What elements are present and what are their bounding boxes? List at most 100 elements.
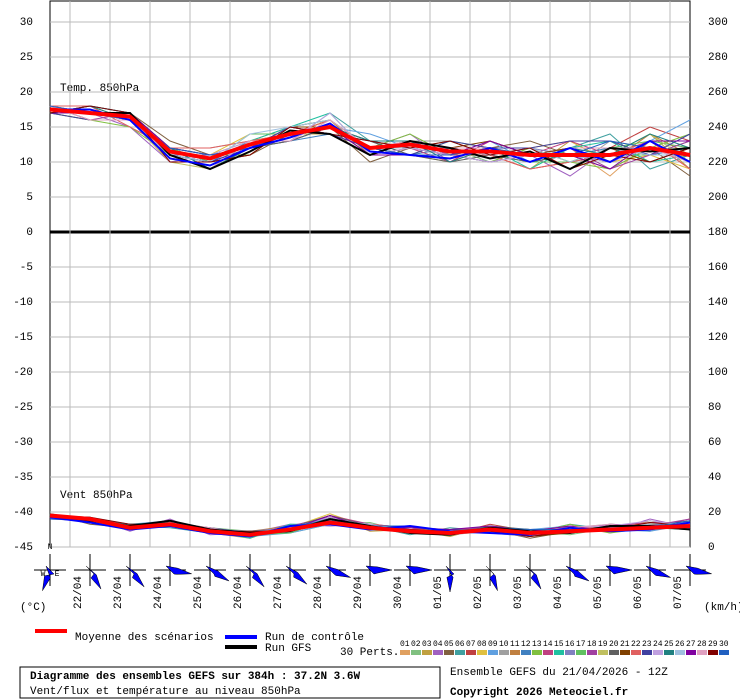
legend-swatch [411,650,421,655]
y-tick-label: -25 [13,402,33,414]
x-tick-label: 24/04 [153,576,165,609]
temperature-line [49,107,691,161]
legend-label: 08 [477,640,487,649]
wind-rose [245,565,265,588]
legend-swatch [664,650,674,655]
legend-label: 10 [499,640,509,649]
legend-label: 09 [488,640,498,649]
wind-rose [645,565,671,578]
y-tick-label: 0 [26,227,33,239]
legend-swatch [598,650,608,655]
legend-label: 04 [433,640,443,649]
x-tick-label: 03/05 [513,576,525,609]
legend-swatch [433,650,443,655]
legend-label: 29 [708,640,718,649]
y2-tick-label: 60 [708,437,721,449]
chart-subtitle: Vent/flux et température au niveau 850hP… [30,686,301,698]
legend-label: 25 [664,640,674,649]
x-tick-label: 25/04 [193,576,205,609]
legend-swatch [521,650,531,655]
legend-swatch [532,650,542,655]
legend-label: 19 [598,640,608,649]
legend-label: 02 [411,640,421,649]
wind-rose [42,565,55,591]
x-tick-label: 04/05 [553,576,565,609]
legend-label: 21 [620,640,630,649]
y2-unit: (km/h) [704,602,740,614]
compass-label: N [48,543,53,552]
legend-swatch [708,650,718,655]
y2-tick-label: 220 [708,157,728,169]
temp-panel-label: Temp. 850hPa [60,83,140,95]
y2-tick-label: 0 [708,542,715,554]
legend-label: 13 [532,640,542,649]
legend-swatch [488,650,498,655]
x-tick-label: 01/05 [433,576,445,609]
legend-label: 18 [587,640,597,649]
compass-label: E [55,570,60,579]
series-layer [49,105,691,539]
legend-label: 06 [455,640,465,649]
x-tick-label: 27/04 [273,576,285,609]
legend-label: Moyenne des scénarios [75,632,214,644]
x-tick-label: 22/04 [73,576,85,609]
y-tick-label: 25 [20,52,33,64]
y-tick-label: -30 [13,437,33,449]
compass-label: W [41,570,46,579]
y2-tick-label: 200 [708,192,728,204]
x-tick-label: 30/04 [393,576,405,609]
y-tick-label: -15 [13,332,33,344]
legend-swatch [675,650,685,655]
y2-tick-label: 20 [708,507,721,519]
y2-tick-label: 240 [708,122,728,134]
wind-rose [365,565,393,575]
wind-panel-label: Vent 850hPa [60,490,133,502]
legend-swatch [510,650,520,655]
y2-tick-label: 120 [708,332,728,344]
legend-swatch [422,650,432,655]
legend-label: Run de contrôle [265,632,364,644]
legend-swatch [576,650,586,655]
y2-tick-label: 300 [708,17,728,29]
legend-swatch [400,650,410,655]
legend-label: 11 [510,640,520,649]
legend-swatch [565,650,575,655]
legend-swatch [642,650,652,655]
wind-rose [685,565,712,575]
legend-label: 17 [576,640,586,649]
y-tick-label: -40 [13,507,33,519]
wind-rose [565,565,590,582]
legend-label: 14 [543,640,553,649]
y-tick-label: -45 [13,542,33,554]
y-tick-label: 20 [20,87,33,99]
wind-rose [605,565,633,575]
wind-rose [205,565,230,582]
y2-tick-label: 100 [708,367,728,379]
legend-label: 05 [444,640,454,649]
y2-tick-label: 180 [708,227,728,239]
y2-tick-label: 80 [708,402,721,414]
y2-tick-label: 40 [708,472,721,484]
legend-swatch [477,650,487,655]
y-tick-label: 10 [20,157,33,169]
wind-rose [485,565,498,591]
legend-swatch [444,650,454,655]
legend-label: 24 [653,640,663,649]
wind-rose [85,565,102,590]
temperature-line [50,108,691,167]
y2-tick-label: 260 [708,87,728,99]
legend-label: 23 [642,640,652,649]
y-tick-label: -5 [20,262,33,274]
wind-rose [525,565,542,590]
wind-rose [165,565,192,575]
legend-label: 16 [565,640,575,649]
y2-tick-label: 160 [708,262,728,274]
legend-swatch [554,650,564,655]
legend-swatch [466,650,476,655]
copyright: Copyright 2026 Meteociel.fr [450,687,628,699]
legend-label: 28 [697,640,707,649]
x-tick-label: 05/05 [593,576,605,609]
legend-label: 30 [719,640,729,649]
